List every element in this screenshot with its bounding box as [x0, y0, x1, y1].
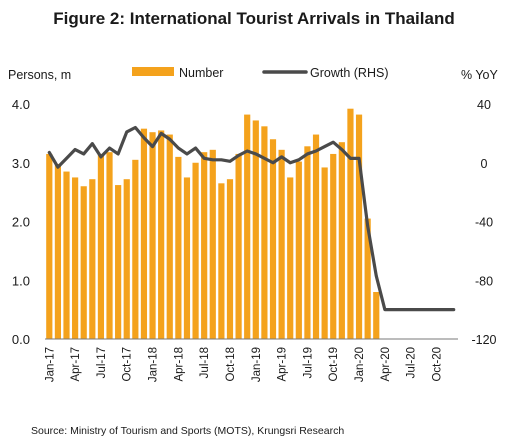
bar: [252, 120, 259, 339]
y-right-tick-label: -40: [475, 216, 493, 230]
x-tick-label: Apr-19: [277, 347, 289, 382]
x-tick-label: Jul-19: [302, 347, 314, 378]
bar: [63, 171, 70, 339]
bar: [97, 153, 105, 339]
y-right-tick-label: -120: [471, 333, 496, 347]
x-tick-label: Jul-18: [199, 347, 211, 378]
bar: [192, 162, 199, 339]
legend-swatch-number: [132, 67, 174, 76]
tick-labels: 0.0 1.0 2.0 3.0 4.0 -120 -80 -40 0 40 Jan-17 Apr-17…: [12, 97, 497, 382]
bar: [54, 163, 61, 339]
x-tick-label: Oct-19: [328, 347, 340, 382]
y-right-tick-label: 40: [477, 98, 491, 112]
bar: [261, 126, 268, 339]
bar: [115, 185, 122, 339]
legend-label-growth: Growth (RHS): [310, 66, 388, 80]
x-tick-label: Jul-17: [96, 347, 108, 378]
y-left-tick-label: 2.0: [12, 215, 30, 230]
bar: [235, 153, 242, 339]
bar: [218, 183, 225, 339]
x-tick-label: Jul-20: [406, 347, 418, 378]
bar-series: [46, 108, 380, 340]
x-tick-label: Apr-18: [173, 347, 185, 382]
left-axis-title: Persons, m: [8, 68, 71, 82]
x-tick-label: Oct-20: [432, 347, 444, 382]
bar: [355, 114, 363, 339]
bar: [312, 134, 320, 339]
x-tick-label: Jan-18: [148, 347, 160, 382]
bar: [175, 156, 182, 340]
bar: [140, 128, 148, 339]
x-tick-label: Oct-17: [122, 347, 134, 382]
y-left-tick-label: 3.0: [12, 156, 30, 171]
bar: [123, 179, 130, 339]
bar: [295, 161, 302, 339]
bar: [304, 146, 311, 339]
y-left-tick-label: 0.0: [12, 332, 30, 347]
bar: [226, 179, 234, 339]
right-axis-title: % YoY: [461, 68, 499, 82]
bar: [244, 114, 251, 339]
growth-line: [47, 125, 456, 312]
x-tick-label: Jan-19: [251, 347, 263, 382]
bar: [364, 218, 371, 339]
bar: [89, 179, 96, 339]
bar: [46, 153, 53, 339]
legend: Number Growth (RHS): [132, 66, 388, 80]
bar: [201, 152, 208, 339]
x-tick-label: Jan-17: [44, 347, 56, 382]
x-tick-label: Oct-18: [225, 347, 237, 382]
bar: [338, 142, 345, 339]
bar: [106, 152, 113, 339]
bar: [80, 186, 87, 339]
bar: [132, 159, 139, 339]
y-left-tick-label: 4.0: [12, 97, 30, 112]
chart-title: Figure 2: International Tourist Arrivals…: [53, 9, 455, 28]
bar: [321, 167, 328, 339]
bar: [330, 153, 337, 339]
bar: [183, 177, 191, 339]
bar: [278, 149, 285, 339]
bar: [269, 139, 277, 339]
y-left-tick-label: 1.0: [12, 273, 30, 288]
bar: [149, 132, 156, 339]
bar: [72, 177, 79, 339]
bar: [373, 292, 380, 339]
y-right-tick-label: 0: [481, 157, 488, 171]
x-tick-label: Jan-20: [354, 347, 366, 382]
bar: [347, 108, 354, 339]
bar: [158, 130, 165, 339]
y-right-tick-label: -80: [475, 274, 493, 288]
x-tick-label: Apr-20: [380, 347, 392, 382]
bar: [209, 149, 216, 339]
x-tick-label: Apr-17: [70, 347, 82, 382]
source-note: Source: Ministry of Tourism and Sports (…: [31, 425, 345, 437]
bar: [166, 134, 173, 339]
bar: [287, 177, 294, 339]
line-series: [47, 125, 456, 312]
legend-label-number: Number: [179, 66, 223, 80]
